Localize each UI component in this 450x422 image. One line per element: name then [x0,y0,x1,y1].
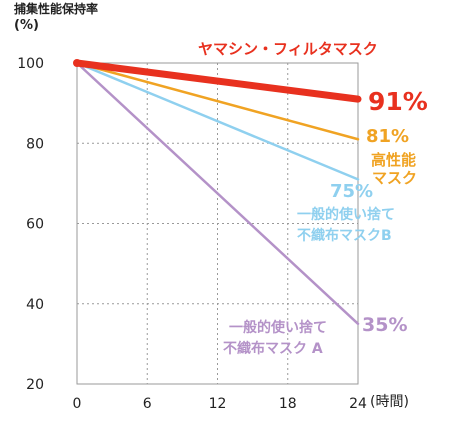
y-tick-label: 40 [26,297,44,313]
end-label-81: 81% [366,126,410,147]
series-label-nonwoven-b: 一般的使い捨て 不織布マスクB [297,205,395,247]
x-tick-label: 12 [209,396,227,412]
x-tick-label: 18 [279,396,297,412]
end-label-91: 91% [368,87,428,116]
series-label-nonwoven-a: 一般的使い捨て 不織布マスク A [223,318,327,360]
x-tick-label: 24 [349,396,367,412]
series-label-nonwoven-a-line1: 一般的使い捨て [229,320,327,336]
series-label-high-performance-line1: 高性能 [371,151,417,169]
series-label-high-performance-line2: マスク [372,169,418,187]
series-label-yamashin: ヤマシン・フィルタマスク [198,40,378,58]
series-line-nonwoven-b [75,61,360,181]
x-axis-unit: (時間) [370,394,409,410]
series-line-nonwoven-a [75,61,360,326]
y-axis-unit: (%) [14,18,39,33]
series-label-high-performance: 高性能 マスク [371,151,417,187]
y-tick-label: 100 [17,56,44,72]
y-tick-label: 80 [26,136,44,152]
series-label-nonwoven-b-line1: 一般的使い捨て [297,207,395,223]
origin-point [73,59,81,67]
series-line-yamashin [73,59,362,103]
series-line-high-performance [75,61,360,141]
series-label-nonwoven-a-line2: 不織布マスク A [223,341,323,357]
end-label-35: 35% [362,314,408,336]
y-tick-label: 60 [26,217,44,233]
end-label-75: 75% [330,181,374,202]
y-tick-label: 20 [26,377,44,393]
series-label-nonwoven-b-line2: 不織布マスクB [297,228,392,244]
x-tick-label: 0 [73,396,82,412]
y-axis-title: 捕集性能保持率 [14,2,99,16]
x-tick-label: 6 [143,396,152,412]
